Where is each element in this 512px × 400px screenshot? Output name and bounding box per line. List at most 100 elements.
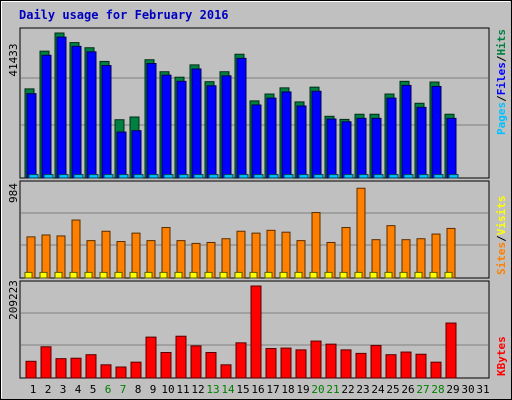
visits-ymax-label: 984	[7, 183, 20, 203]
chart-title: Daily usage for February 2016	[19, 8, 229, 22]
visits-bar-day-28	[431, 233, 441, 279]
kbytes-bar-day-18	[280, 347, 292, 379]
visits-bar-day-4	[71, 219, 81, 279]
legend-hits: Hits	[495, 29, 508, 56]
files-bar-day-26	[401, 84, 412, 179]
sites-bar-day-11	[174, 271, 183, 279]
x-label-day-27: 27	[416, 383, 429, 396]
sites-bar-day-28	[429, 271, 438, 279]
legend-files: Files	[495, 62, 508, 95]
sites-bar-day-10	[159, 271, 168, 279]
kbytes-bar-day-23	[355, 352, 367, 379]
files-bar-day-27	[416, 106, 427, 179]
x-label-day-31: 31	[476, 383, 489, 396]
files-bar-day-28	[431, 85, 442, 179]
x-label-day-12: 12	[191, 383, 204, 396]
pages-bar-day-14	[223, 174, 234, 179]
files-bar-day-3	[56, 36, 67, 179]
files-bar-day-24	[371, 117, 382, 179]
legend-sites: Sites	[495, 242, 508, 275]
files-bar-day-23	[356, 117, 367, 179]
pages-bar-day-8	[133, 174, 144, 179]
sites-bar-day-1	[24, 271, 33, 279]
x-label-day-21: 21	[326, 383, 339, 396]
files-bar-day-6	[101, 65, 112, 179]
x-label-day-24: 24	[371, 383, 385, 396]
pages-bar-day-6	[103, 174, 114, 179]
x-label-day-26: 26	[401, 383, 414, 396]
sites-bar-day-8	[129, 271, 138, 279]
legend-sep-1: /	[495, 95, 508, 102]
kbytes-panel-legend: KBytes	[495, 336, 508, 376]
sites-bar-day-27	[414, 271, 423, 279]
kbytes-bar-day-15	[235, 342, 247, 379]
x-label-day-28: 28	[431, 383, 444, 396]
sites-bar-day-15	[234, 271, 243, 279]
x-label-day-20: 20	[311, 383, 324, 396]
files-bar-day-10	[161, 74, 172, 179]
sites-bar-day-4	[69, 271, 78, 279]
kbytes-bar-day-29	[445, 322, 457, 379]
sites-bar-day-3	[54, 271, 63, 279]
pages-bar-day-24	[373, 174, 384, 179]
files-bar-day-15	[236, 57, 247, 179]
pages-bar-day-29	[448, 174, 459, 179]
x-label-day-14: 14	[221, 383, 235, 396]
sites-bar-day-12	[189, 271, 198, 279]
visits-bar-day-20	[311, 212, 321, 279]
files-bar-day-1	[26, 93, 37, 179]
files-bar-day-13	[206, 85, 217, 179]
kbytes-bar-day-27	[415, 353, 427, 379]
kbytes-bar-day-2	[40, 346, 52, 379]
kbytes-bar-day-16	[250, 285, 262, 379]
sites-bar-day-13	[204, 271, 213, 279]
files-bar-day-8	[131, 130, 142, 179]
pages-bar-day-27	[418, 174, 429, 179]
x-label-day-1: 1	[30, 383, 37, 396]
visits-bar-day-25	[386, 225, 396, 279]
kbytes-bar-day-25	[385, 354, 397, 379]
visits-bar-day-23	[356, 187, 366, 279]
pages-bar-day-1	[28, 174, 39, 179]
kbytes-bar-day-22	[340, 349, 352, 379]
bars	[24, 32, 459, 379]
visits-bar-day-2	[41, 234, 51, 279]
x-label-day-19: 19	[296, 383, 309, 396]
pages-bar-day-18	[283, 174, 294, 179]
files-bar-day-22	[341, 121, 352, 179]
sites-bar-day-24	[369, 271, 378, 279]
kbytes-bar-day-6	[100, 364, 112, 379]
visits-bar-day-15	[236, 230, 246, 279]
visits-bar-day-1	[26, 236, 36, 279]
pages-bar-day-7	[118, 174, 129, 179]
kbytes-bar-day-24	[370, 344, 382, 379]
pages-bar-day-20	[313, 174, 324, 179]
visits-bar-day-8	[131, 232, 141, 279]
x-label-day-4: 4	[75, 383, 82, 396]
legend-pages: Pages	[495, 102, 508, 135]
kbytes-bar-day-17	[265, 348, 277, 379]
sites-bar-day-25	[384, 271, 393, 279]
hits-ymax-label: 41433	[7, 43, 20, 76]
kbytes-bar-day-9	[145, 336, 157, 379]
kbytes-bar-day-19	[295, 349, 307, 379]
files-bar-day-14	[221, 75, 232, 179]
x-label-day-29: 29	[446, 383, 459, 396]
visits-bar-day-22	[341, 227, 351, 279]
files-bar-day-7	[116, 131, 127, 179]
kbytes-bar-day-20	[310, 340, 322, 379]
sites-bar-day-6	[99, 271, 108, 279]
visits-bar-day-17	[266, 229, 276, 279]
pages-bar-day-23	[358, 174, 369, 179]
x-label-day-6: 6	[105, 383, 112, 396]
files-bar-day-29	[446, 117, 457, 179]
pages-bar-day-9	[148, 174, 159, 179]
x-label-day-17: 17	[266, 383, 279, 396]
x-label-day-3: 3	[60, 383, 67, 396]
pages-bar-day-4	[73, 174, 84, 179]
pages-bar-day-12	[193, 174, 204, 179]
visits-bar-day-16	[251, 232, 261, 279]
kbytes-bar-day-3	[55, 358, 67, 379]
legend-sep-2: /	[495, 55, 508, 62]
